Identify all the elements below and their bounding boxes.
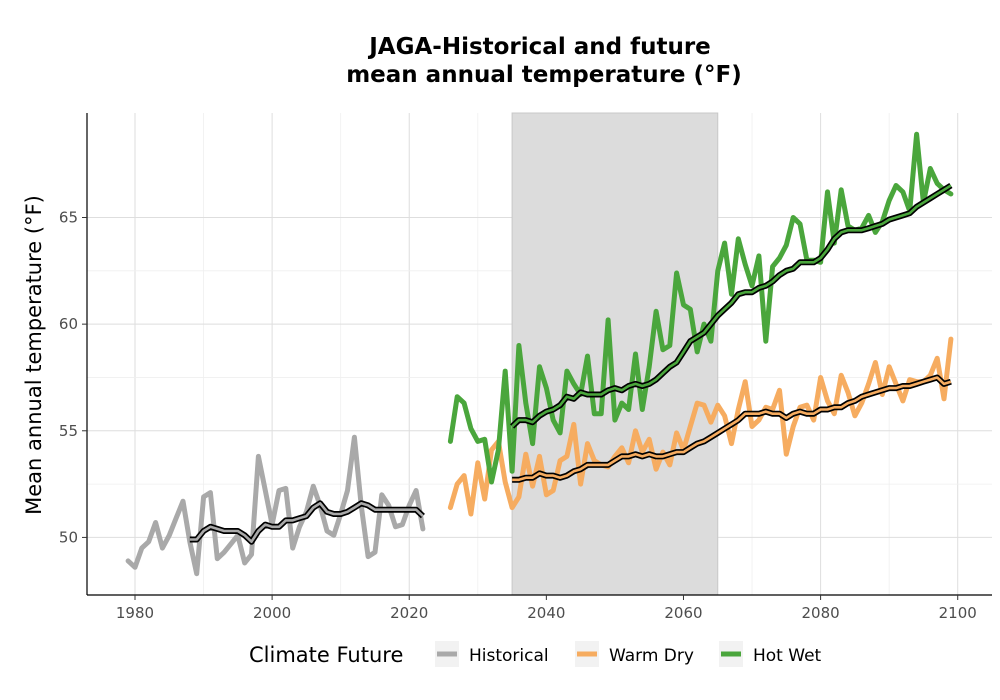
y-tick-label: 50 xyxy=(59,528,78,546)
y-axis-title: Mean annual temperature (°F) xyxy=(22,195,46,515)
warm-dry-smooth-line xyxy=(512,376,952,482)
hot-wet-smooth-line xyxy=(511,184,952,428)
projection-period-shading xyxy=(511,112,719,596)
y-tick-label: 60 xyxy=(59,315,78,333)
y-tick-label: 65 xyxy=(59,209,78,227)
y-tick-label: 55 xyxy=(59,422,78,440)
x-tick-label: 2020 xyxy=(390,604,428,622)
legend: Climate Future Historical Warm Dry Hot Wet xyxy=(249,641,822,667)
series-lines xyxy=(125,131,954,577)
x-tick-label: 2060 xyxy=(664,604,702,622)
historical-line xyxy=(125,434,426,577)
x-tick-label: 2080 xyxy=(802,604,840,622)
chart-title-line2: mean annual temperature (°F) xyxy=(346,62,742,88)
legend-label-warm-dry: Warm Dry xyxy=(609,646,694,666)
y-tick-labels: 50 55 60 65 xyxy=(59,209,87,546)
warm-dry-line xyxy=(447,336,954,517)
axes xyxy=(86,113,992,596)
legend-label-historical: Historical xyxy=(469,646,549,666)
x-tick-label: 1980 xyxy=(116,604,154,622)
x-tick-label: 2040 xyxy=(527,604,565,622)
legend-title: Climate Future xyxy=(249,643,403,667)
x-tick-label: 2100 xyxy=(939,604,977,622)
legend-label-hot-wet: Hot Wet xyxy=(753,646,822,666)
historical-smooth-line xyxy=(189,501,424,544)
chart-title-line1: JAGA-Historical and future xyxy=(367,34,711,60)
x-tick-label: 2000 xyxy=(253,604,291,622)
x-tick-labels: 1980 2000 2020 2040 2060 2080 2100 xyxy=(116,595,977,622)
plot-area: 1980 2000 2020 2040 2060 2080 2100 50 55 60 65 xyxy=(59,112,992,622)
